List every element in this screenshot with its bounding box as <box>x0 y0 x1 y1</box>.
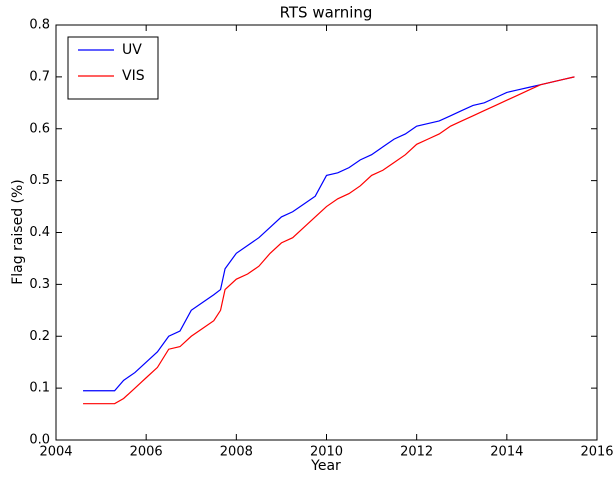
y-tick-label: 0.4 <box>29 225 50 240</box>
chart-title: RTS warning <box>280 4 373 22</box>
y-tick-label: 0.2 <box>29 329 50 344</box>
y-tick-label: 0.7 <box>29 69 50 84</box>
series-line <box>83 76 575 405</box>
x-tick-label: 2010 <box>310 445 343 460</box>
x-tick-label: 2014 <box>490 445 523 460</box>
legend-label: VIS <box>122 68 145 84</box>
series-line <box>83 76 575 392</box>
plot-frame <box>55 24 598 441</box>
y-tick-label: 0.5 <box>29 173 50 188</box>
x-tick-label: 2006 <box>130 445 163 460</box>
legend-box <box>67 36 159 100</box>
y-axis-label: Flag raised (%) <box>10 179 26 285</box>
y-tick-label: 0.8 <box>29 18 50 33</box>
x-axis-label: Year <box>310 458 341 474</box>
x-tick-label: 2008 <box>220 445 253 460</box>
y-tick-label: 0.6 <box>29 121 50 136</box>
y-tick-label: 0.0 <box>29 433 50 448</box>
x-tick-label: 2016 <box>580 445 613 460</box>
y-tick-label: 0.3 <box>29 277 50 292</box>
x-tick-label: 2004 <box>39 445 72 460</box>
x-tick-label: 2012 <box>400 445 433 460</box>
y-tick-label: 0.1 <box>29 381 50 396</box>
legend-label: UV <box>122 42 142 58</box>
